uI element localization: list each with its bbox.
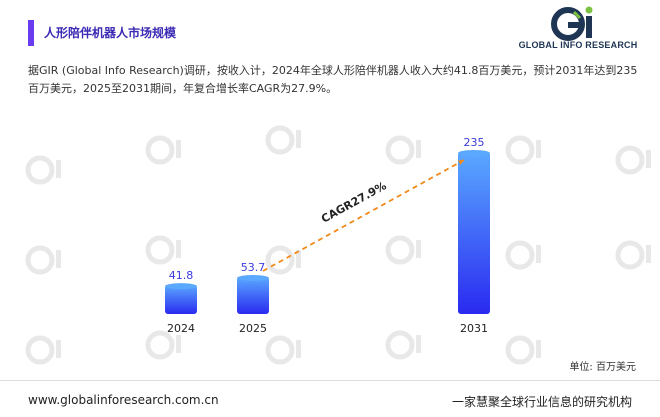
cagr-trend-line	[262, 159, 465, 272]
category-label-2025: 2025	[239, 322, 267, 335]
bar-chart: 41.8 2024 53.7 2025 235 2031 CAGR27.9%	[165, 136, 490, 335]
slogan: 一家慧聚全球行业信息的研究机构	[451, 395, 632, 409]
header: 人形陪伴机器人市场规模 GLOBAL INFO RESEARCH	[0, 0, 660, 58]
page-title: 人形陪伴机器人市场规模	[44, 26, 177, 40]
logo-name: GLOBAL INFO RESEARCH	[518, 40, 638, 50]
cagr-annotation: CAGR27.9%	[319, 179, 389, 225]
value-label-2024: 41.8	[169, 269, 194, 282]
website-link[interactable]: www.globalinforesearch.com.cn	[28, 393, 219, 407]
bar-2025	[237, 276, 269, 314]
bar-cap-2024	[165, 283, 197, 290]
logo-mark-icon	[551, 6, 593, 41]
intro-text: 据GIR (Global Info Research)调研，按收入计，2024年…	[28, 64, 638, 95]
category-label-2024: 2024	[167, 322, 195, 335]
footer: www.globalinforesearch.com.cn 一家慧聚全球行业信息…	[0, 380, 660, 417]
category-label-2031: 2031	[460, 322, 488, 335]
title-accent-bar	[28, 20, 34, 46]
bar-cap-2025	[237, 274, 269, 281]
value-label-2025: 53.7	[241, 261, 266, 274]
logo: GLOBAL INFO RESEARCH	[512, 6, 642, 52]
bar-2031	[458, 152, 490, 314]
bar-2024	[165, 285, 197, 314]
unit-label: 单位: 百万美元	[569, 362, 636, 373]
bar-cap-2031	[458, 150, 490, 156]
cagr-arrow-icon	[458, 160, 464, 165]
value-label-2031: 235	[464, 136, 485, 149]
